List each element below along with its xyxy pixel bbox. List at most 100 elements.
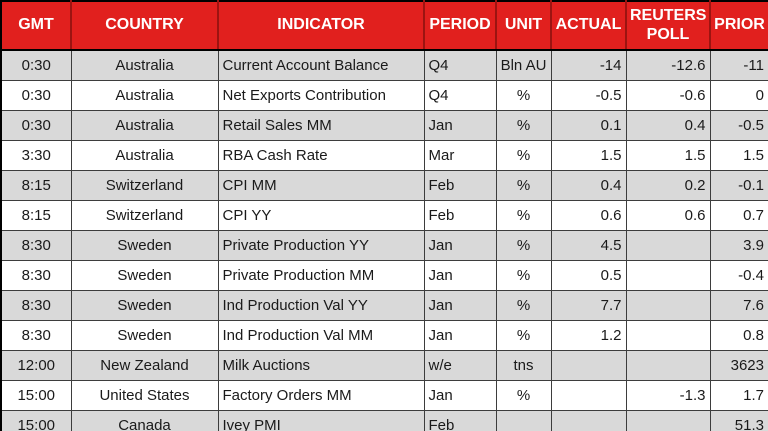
cell-country: Sweden [70, 320, 219, 351]
cell-country: United States [70, 380, 219, 411]
header-reuters-poll: REUTERS POLL [625, 1, 710, 51]
cell-actual: 0.4 [550, 170, 627, 201]
header-period: PERIOD [423, 1, 496, 51]
cell-actual: -14 [550, 49, 627, 81]
cell-indicator: Retail Sales MM [217, 110, 425, 141]
cell-reuters-poll: -0.6 [625, 80, 711, 111]
cell-reuters-poll [625, 230, 711, 261]
header-actual: ACTUAL [550, 1, 626, 51]
cell-prior: 7.6 [709, 290, 768, 321]
cell-actual: 4.5 [550, 230, 627, 261]
table-row: 8:30 Sweden Ind Production Val MM Jan% 1.2 0.… [0, 320, 768, 351]
cell-indicator: Ind Production Val MM [217, 320, 425, 351]
table-body: 0:30 Australia Current Account Balance Q4 Bl… [0, 49, 768, 431]
cell-reuters-poll: 0.2 [625, 170, 711, 201]
cell-indicator: Current Account Balance [217, 49, 425, 81]
cell-period: Jan [423, 110, 497, 141]
cell-country: Switzerland [70, 170, 219, 201]
cell-gmt: 8:30 [0, 230, 72, 261]
cell-gmt: 0:30 [0, 49, 72, 81]
cell-actual [550, 410, 627, 431]
cell-country: Sweden [70, 290, 219, 321]
header-gmt: GMT [1, 1, 71, 51]
table-row: 0:30 Australia Current Account Balance Q4 Bl… [0, 49, 768, 81]
cell-gmt: 12:00 [0, 350, 72, 381]
cell-unit: % [495, 230, 552, 261]
table-row: 8:30 Sweden Ind Production Val YY Jan% 7.7 7.… [0, 290, 768, 321]
cell-unit: % [495, 200, 552, 231]
cell-prior: -11 [709, 49, 768, 81]
header-prior: PRIOR [709, 1, 768, 51]
table-row: 8:30 Sweden Private Production YY Jan% 4.5 3.… [0, 230, 768, 261]
cell-prior: 3.9 [709, 230, 768, 261]
cell-gmt: 8:30 [0, 290, 72, 321]
cell-country: Australia [70, 110, 219, 141]
cell-reuters-poll: -12.6 [625, 49, 711, 81]
cell-period: Q4 [423, 80, 497, 111]
cell-period: Jan [423, 380, 497, 411]
cell-gmt: 0:30 [0, 80, 72, 111]
cell-gmt: 8:30 [0, 260, 72, 291]
table-row: 15:00 United States Factory Orders MM Jan% -… [0, 380, 768, 411]
cell-period: Jan [423, 260, 497, 291]
cell-actual: 1.5 [550, 140, 627, 171]
cell-indicator: Factory Orders MM [217, 380, 425, 411]
cell-unit [495, 410, 552, 431]
cell-actual: 0.6 [550, 200, 627, 231]
cell-period: Feb [423, 200, 497, 231]
table-row: 8:15 Switzerland CPI YY Feb% 0.6 0.6 0.7 [0, 200, 768, 231]
cell-country: New Zealand [70, 350, 219, 381]
cell-prior: 3623 [709, 350, 768, 381]
cell-unit: % [495, 110, 552, 141]
cell-prior: 0 [709, 80, 768, 111]
cell-prior: 0.8 [709, 320, 768, 351]
cell-period: Jan [423, 290, 497, 321]
cell-country: Australia [70, 49, 219, 81]
cell-reuters-poll [625, 290, 711, 321]
cell-unit: % [495, 320, 552, 351]
table-row: 15:00 Canada Ivey PMI Feb 51.3 [0, 410, 768, 431]
cell-reuters-poll [625, 320, 711, 351]
table-row: 3:30 Australia RBA Cash Rate Mar% 1.5 1.5 1.5 [0, 140, 768, 171]
cell-prior: -0.4 [709, 260, 768, 291]
cell-unit: tns [495, 350, 552, 381]
cell-actual: 7.7 [550, 290, 627, 321]
cell-gmt: 8:15 [0, 170, 72, 201]
cell-reuters-poll: 0.6 [625, 200, 711, 231]
cell-prior: -0.1 [709, 170, 768, 201]
cell-gmt: 8:30 [0, 320, 72, 351]
cell-indicator: Net Exports Contribution [217, 80, 425, 111]
cell-gmt: 15:00 [0, 380, 72, 411]
cell-indicator: Ind Production Val YY [217, 290, 425, 321]
cell-country: Sweden [70, 230, 219, 261]
cell-country: Sweden [70, 260, 219, 291]
cell-period: Feb [423, 170, 497, 201]
cell-actual: 0.1 [550, 110, 627, 141]
cell-unit: % [495, 170, 552, 201]
cell-gmt: 0:30 [0, 110, 72, 141]
cell-reuters-poll [625, 410, 711, 431]
cell-actual [550, 380, 627, 411]
header-country: COUNTRY [70, 1, 218, 51]
cell-country: Canada [70, 410, 219, 431]
cell-unit: % [495, 80, 552, 111]
table-row: 8:15 Switzerland CPI MM Feb% 0.4 0.2 -0.1 [0, 170, 768, 201]
cell-prior: 1.5 [709, 140, 768, 171]
cell-reuters-poll: 0.4 [625, 110, 711, 141]
cell-unit: % [495, 140, 552, 171]
table-row: 8:30 Sweden Private Production MM Jan% 0.5 -0… [0, 260, 768, 291]
cell-period: Mar [423, 140, 497, 171]
cell-actual: -0.5 [550, 80, 627, 111]
cell-indicator: RBA Cash Rate [217, 140, 425, 171]
cell-reuters-poll [625, 260, 711, 291]
cell-indicator: CPI YY [217, 200, 425, 231]
cell-country: Australia [70, 140, 219, 171]
cell-reuters-poll [625, 350, 711, 381]
cell-gmt: 15:00 [0, 410, 72, 431]
table-row: 12:00 New Zealand Milk Auctions w/e tns 3623 [0, 350, 768, 381]
cell-unit: % [495, 290, 552, 321]
cell-unit: % [495, 260, 552, 291]
cell-prior: 0.7 [709, 200, 768, 231]
